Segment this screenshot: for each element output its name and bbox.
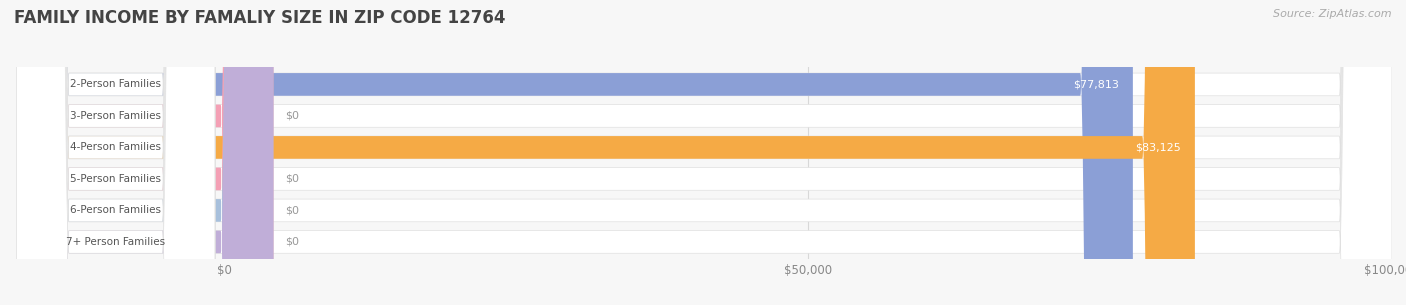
FancyBboxPatch shape: [17, 0, 215, 305]
Text: 6-Person Families: 6-Person Families: [70, 206, 162, 215]
FancyBboxPatch shape: [17, 0, 215, 305]
FancyBboxPatch shape: [17, 0, 1392, 305]
FancyBboxPatch shape: [17, 0, 1392, 305]
Text: 3-Person Families: 3-Person Families: [70, 111, 162, 121]
Text: $77,813: $77,813: [1073, 79, 1119, 89]
Text: $83,125: $83,125: [1135, 142, 1181, 152]
FancyBboxPatch shape: [17, 0, 273, 305]
FancyBboxPatch shape: [17, 0, 1392, 305]
FancyBboxPatch shape: [17, 0, 215, 305]
Text: 4-Person Families: 4-Person Families: [70, 142, 162, 152]
FancyBboxPatch shape: [17, 0, 1392, 305]
Text: Source: ZipAtlas.com: Source: ZipAtlas.com: [1274, 9, 1392, 19]
FancyBboxPatch shape: [17, 0, 1195, 305]
FancyBboxPatch shape: [17, 0, 1392, 305]
Text: 5-Person Families: 5-Person Families: [70, 174, 162, 184]
Text: $0: $0: [285, 111, 299, 121]
FancyBboxPatch shape: [17, 0, 215, 305]
Text: $0: $0: [285, 174, 299, 184]
FancyBboxPatch shape: [17, 0, 215, 305]
FancyBboxPatch shape: [17, 0, 1392, 305]
FancyBboxPatch shape: [17, 0, 215, 305]
FancyBboxPatch shape: [17, 0, 273, 305]
FancyBboxPatch shape: [17, 0, 1133, 305]
Text: 2-Person Families: 2-Person Families: [70, 79, 162, 89]
Text: FAMILY INCOME BY FAMALIY SIZE IN ZIP CODE 12764: FAMILY INCOME BY FAMALIY SIZE IN ZIP COD…: [14, 9, 506, 27]
FancyBboxPatch shape: [17, 0, 273, 305]
Text: $0: $0: [285, 206, 299, 215]
FancyBboxPatch shape: [17, 0, 273, 305]
Text: 7+ Person Families: 7+ Person Families: [66, 237, 166, 247]
Text: $0: $0: [285, 237, 299, 247]
